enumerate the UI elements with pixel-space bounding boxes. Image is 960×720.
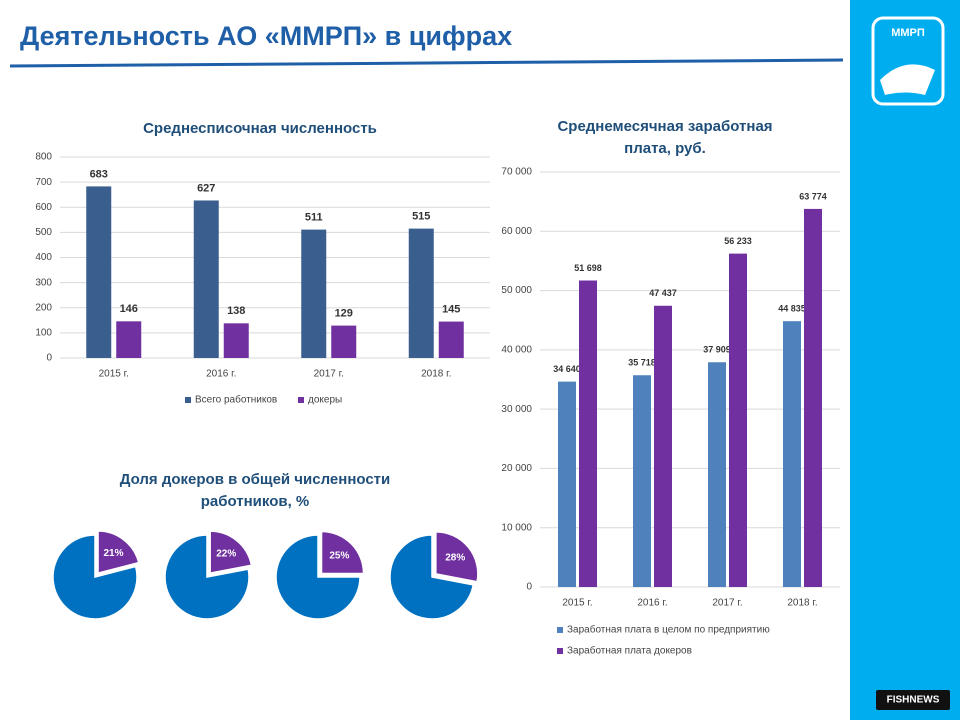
y-tick-label: 10 000 [501,522,532,533]
y-tick-label: 30 000 [501,404,532,415]
y-tick-label: 0 [46,353,52,364]
y-tick-label: 300 [35,277,52,288]
bar [116,321,142,358]
x-tick-label: 2018 г. [787,598,817,609]
data-label: 34 640 [553,364,581,374]
data-label: 683 [90,168,108,180]
bar [223,323,249,358]
y-tick-label: 0 [526,582,532,593]
bar [438,321,464,358]
data-label: 51 698 [574,263,602,273]
pie-slice [97,530,140,575]
bar [804,208,822,587]
data-label: 138 [227,305,245,317]
bar [579,280,597,587]
x-tick-label: 2017 г. [712,598,742,609]
data-label: 25% [329,550,349,561]
x-tick-label: 2018 г. [421,369,451,380]
data-label: 129 [335,307,353,319]
legend-swatch [557,627,563,633]
pie-rest [52,534,138,620]
badge: FISHNEWS [887,695,940,706]
data-label: 145 [442,303,460,315]
chart-title: Доля докеров в общей численности работни… [119,471,391,510]
data-label: 44 835 [778,304,806,314]
bar [708,362,726,587]
data-label: 63 774 [799,191,827,201]
bar [408,228,434,358]
chart-title: Среднемесячная заработная плата, руб. [557,118,773,157]
y-tick-label: 500 [35,227,52,238]
y-tick-label: 20 000 [501,463,532,474]
legend-label: докеры [308,395,342,406]
y-tick-label: 800 [35,152,52,163]
bar [654,305,672,587]
pie-rest [389,534,475,620]
legend-label: Заработная плата в целом по предприятию [567,624,770,636]
data-label: 37 909 [703,345,731,355]
data-label: 511 [305,212,323,224]
data-label: 22% [216,548,236,559]
y-tick-label: 40 000 [501,344,532,355]
legend-label: Заработная плата докеров [567,645,692,657]
badge-bg [876,690,950,710]
y-tick-label: 400 [35,252,52,263]
data-label: 56 233 [724,236,752,246]
bar [558,381,576,587]
x-tick-label: 2016 г. [637,598,667,609]
data-label: 146 [120,303,138,315]
pie-slice [209,530,253,575]
bar [633,375,651,587]
x-tick-label: 2015 г. [562,598,592,609]
data-label: 21% [104,548,124,559]
y-tick-label: 600 [35,202,52,213]
data-label: 47 437 [649,288,677,298]
bar [86,186,112,358]
pie-slice [435,531,479,583]
bar [331,325,357,358]
logo-ship [880,64,935,95]
data-label: 627 [197,182,215,194]
y-tick-label: 70 000 [501,167,532,178]
y-tick-label: 60 000 [501,226,532,237]
bar [783,321,801,587]
legend-swatch [298,397,304,403]
bar [729,253,747,587]
logo-text: ММРП [891,27,925,39]
data-label: 515 [412,211,430,223]
x-tick-label: 2015 г. [99,369,129,380]
y-tick-label: 100 [35,328,52,339]
pie-slice [320,530,365,575]
logo-frame [871,16,945,106]
y-tick-label: 200 [35,302,52,313]
pie-rest [275,534,361,620]
bar [193,200,219,358]
side-bar [850,0,960,720]
page-title: Деятельность АО «ММРП» в цифрах [20,21,512,51]
legend-swatch [557,648,563,654]
bar [301,229,327,358]
chart-title: Среднесписочная численность [143,120,377,137]
x-tick-label: 2017 г. [314,369,344,380]
pie-rest [164,534,250,620]
data-label: 28% [445,552,465,563]
x-tick-label: 2016 г. [206,369,236,380]
y-tick-label: 700 [35,177,52,188]
legend-label: Всего работников [195,394,277,406]
title-rule [9,58,844,68]
y-tick-label: 50 000 [501,285,532,296]
data-label: 35 718 [628,358,656,368]
legend-swatch [185,397,191,403]
